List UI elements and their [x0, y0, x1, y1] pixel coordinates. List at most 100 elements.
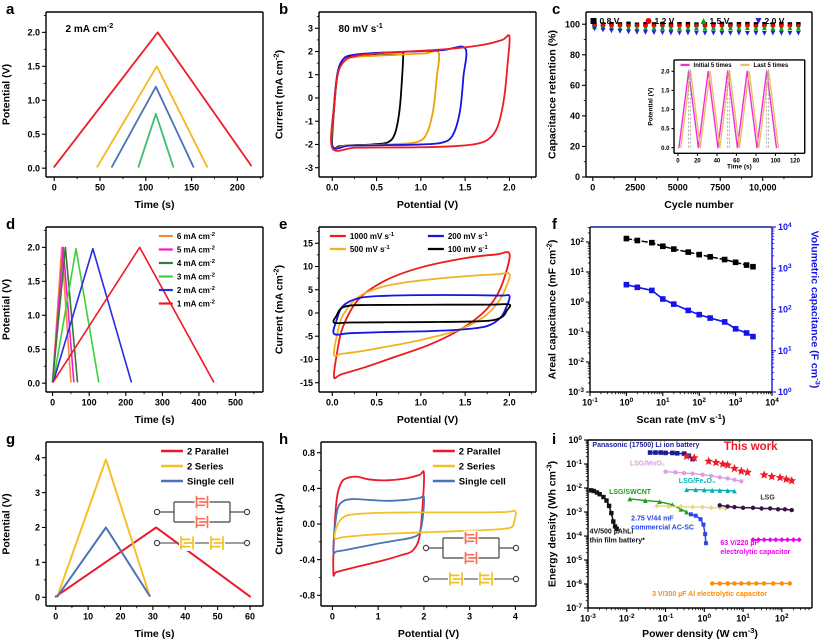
marker-triangle-down: [779, 30, 784, 36]
marker-diamond: [654, 503, 660, 509]
annotation-text: Panasonic (17500) Li ion battery: [592, 442, 699, 449]
marker-triangle: [796, 25, 801, 31]
legend-label: 200 mV s-1: [448, 232, 489, 241]
annotation-text: LSG: [760, 495, 775, 502]
y-tick-label: 2.0: [661, 70, 670, 76]
x-axis-label: Time (s): [134, 414, 174, 426]
y-tick-label: 80: [570, 50, 580, 60]
marker-circle: [782, 507, 788, 512]
marker-square: [707, 315, 713, 321]
marker-triangle: [725, 488, 731, 493]
marker-star: [743, 467, 752, 477]
series-2-series: [333, 509, 517, 540]
annotation-text: LSG/Fe₃O₄: [679, 478, 716, 485]
series-group: [330, 34, 511, 152]
series-group: [332, 470, 517, 577]
y-tick-label: 0.5: [27, 344, 40, 354]
series-1-5-v: [96, 65, 209, 168]
marker-diamond: [784, 537, 791, 543]
panel-i-chart: 10-3 10-2 10-1 100 101 102 100 10-1 10-2 10-3 10-4…: [546, 435, 813, 640]
x-tick-label: 80: [753, 158, 760, 164]
annotation-text: This work: [724, 441, 778, 453]
marker-diamond: [773, 537, 779, 543]
marker-square: [611, 519, 616, 524]
series-1-5-v-window: [330, 45, 468, 150]
y-tick-label: 10-5: [566, 555, 582, 565]
x-tick-label: 100: [138, 183, 153, 193]
y-tick-label: 0.5: [661, 127, 670, 133]
y-tick-label: -2: [305, 140, 313, 150]
marker-square: [634, 237, 641, 244]
marker-circle: [732, 504, 737, 510]
y-tick-label: 1.5: [27, 62, 40, 72]
annotation-text: 2.75 V/44 mF: [631, 515, 674, 522]
series-2-ma-cm-2: [52, 247, 133, 383]
legend: 0.8 V 1.2 V 1.5 V 2.0 V: [590, 16, 785, 26]
marker-triangle-down: [685, 30, 691, 36]
x-tick-label: 102: [692, 397, 706, 407]
y-tick-label: 10-4: [566, 531, 582, 541]
marker-star: [704, 456, 714, 465]
marker-triangle: [627, 496, 633, 502]
marker-square: [707, 254, 713, 260]
marker-square: [601, 494, 606, 500]
marker-square: [604, 498, 609, 503]
marker-triangle: [657, 499, 662, 505]
circuit-parallel-inset: [422, 530, 520, 566]
panel-d: d 0 100 200 300 400 500 0.0 0.5 1.0 1.5 2.0 Time (s…: [0, 215, 273, 430]
marker-square: [693, 513, 698, 518]
marker-square: [660, 243, 666, 250]
y-tick-label: 0.5: [27, 129, 40, 139]
chart-f: 10-1 100 101 102 103 104 10-3 10-2 10-1 100 101 102…: [546, 222, 820, 426]
y-tick-label: 2: [35, 523, 40, 533]
marker-triangle: [709, 487, 715, 493]
marker-star: [689, 453, 699, 462]
y-axis-label: Potential (V): [1, 493, 13, 554]
y-tick-label: 40: [570, 111, 580, 121]
x-tick-label: 2.0: [503, 183, 516, 193]
marker-circle: [739, 479, 744, 484]
marker-triangle: [770, 25, 776, 31]
x-tick-label: 20: [694, 158, 701, 164]
x-tick-label: 50: [213, 612, 223, 622]
marker-diamond: [690, 504, 696, 510]
series-0-8-v: [137, 112, 175, 168]
panel-h-chart: 0 1 2 3 4 -0.8 -0.4 0.0 0.4 0.8 Potential (V) Curre…: [274, 441, 537, 640]
y-tick-label: 4: [35, 453, 40, 463]
y-tick-label: 1.0: [27, 311, 40, 321]
y-tick-label: 1.0: [661, 108, 670, 114]
y-tick-label: 1.0: [27, 96, 40, 106]
series-100-mv-s: [332, 303, 512, 325]
panel-label-b: b: [279, 1, 289, 18]
series-4-ma-cm-2: [51, 246, 79, 383]
marker-square: [750, 263, 756, 270]
series-2-0-v-retention: [592, 26, 801, 36]
panel-g: g 0 10 20 30 40 50 60 0 1 2 3 4 Time (s) Potential (V…: [0, 430, 273, 644]
chart-e: 0.0 0.5 1.0 1.5 2.0 -15 -10 -5 0 5 10 15 Potential (…: [273, 226, 537, 426]
x-tick-label: 0.0: [326, 398, 339, 408]
marker-circle: [717, 475, 722, 480]
series-4v-500-ahli-thin-film-battery: [588, 488, 619, 531]
marker-triangle: [626, 25, 631, 31]
marker-triangle-down: [702, 30, 708, 36]
chart-i: 10-3 10-2 10-1 100 101 102 100 10-1 10-2 10-3 10-4…: [546, 435, 813, 640]
x-axis-label: Potential (V): [398, 628, 459, 640]
legend-label: Last 5 times: [754, 63, 789, 69]
annotation-text: 3 V/300 µF Al electrolytic capacitor: [652, 591, 767, 598]
y-tick-label: 100: [570, 297, 584, 307]
circuit-series-inset: [153, 535, 251, 551]
marker-star: [730, 463, 739, 473]
series-2-0-v: [53, 31, 253, 168]
legend-item-single-cell: Single cell: [432, 476, 506, 487]
series-1-ma-cm-2: [52, 246, 215, 383]
y2-tick-label: 101: [778, 346, 792, 356]
series-1000-mv-s: [333, 251, 511, 380]
marker-triangle-down: [651, 30, 657, 36]
y-tick-label: 2.0: [27, 243, 40, 253]
marker-square: [703, 532, 708, 537]
x-tick-label: 60: [733, 158, 740, 164]
series-2-0-v-window: [330, 34, 511, 152]
panel-c-chart: 0 2500 5000 7500 10,000 0 20 40 60 80 100 Cycle num…: [547, 11, 813, 211]
legend-item-single-cell: Single cell: [161, 476, 234, 487]
x-tick-label: 400: [191, 398, 206, 408]
